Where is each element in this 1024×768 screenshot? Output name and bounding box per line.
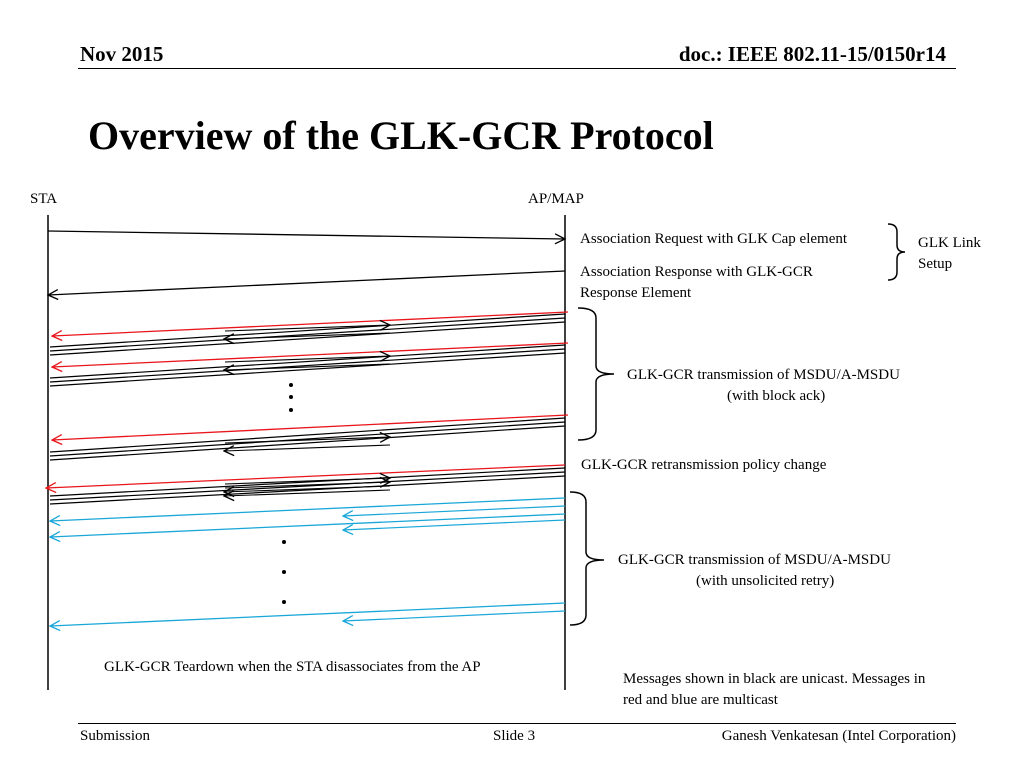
link-setup-label-line2: Setup — [918, 256, 953, 272]
header-date: Nov 2015 — [80, 42, 164, 66]
ellipsis-dots-2 — [282, 540, 286, 604]
link-setup-brace — [887, 223, 906, 281]
assoc-request-label: Association Request with GLK Cap element — [580, 231, 848, 247]
assoc-response-arrow — [48, 270, 566, 295]
block-ack-group-3 — [49, 414, 569, 461]
assoc-response-label-line2: Response Element — [580, 285, 692, 301]
block-ack-group-2 — [49, 342, 569, 387]
assoc-request-arrow — [47, 230, 565, 239]
block-ack-brace — [577, 307, 615, 441]
legend-note-line1: Messages shown in black are unicast. Mes… — [623, 671, 926, 687]
footer-submission: Submission — [80, 728, 151, 744]
block-ack-label-line1: GLK-GCR transmission of MSDU/A-MSDU — [627, 367, 900, 383]
header-doc-id: doc.: IEEE 802.11-15/0150r14 — [678, 42, 946, 66]
unsolicited-retry-group-2 — [50, 602, 566, 626]
sta-label: STA — [30, 191, 58, 207]
policy-change-group — [46, 464, 566, 505]
block-ack-group-1 — [49, 311, 569, 356]
unsolicited-retry-group-1 — [50, 497, 566, 537]
footer-slide-number: Slide 3 — [493, 728, 536, 744]
assoc-response-label-line1: Association Response with GLK-GCR — [580, 264, 813, 280]
unsolicited-label-line2: (with unsolicited retry) — [696, 573, 835, 589]
ap-map-label: AP/MAP — [528, 191, 584, 207]
footer-author: Ganesh Venkatesan (Intel Corporation) — [721, 728, 956, 744]
unsolicited-label-line1: GLK-GCR transmission of MSDU/A-MSDU — [618, 552, 891, 568]
unsolicited-retry-brace — [569, 491, 605, 626]
header-rule — [78, 68, 956, 69]
block-ack-label-line2: (with block ack) — [727, 388, 826, 404]
link-setup-label-line1: GLK Link — [918, 235, 981, 251]
legend-note-line2: red and blue are multicast — [623, 692, 778, 708]
ellipsis-dots-1 — [289, 383, 293, 412]
slide-title: Overview of the GLK-GCR Protocol — [88, 113, 714, 158]
teardown-label: GLK-GCR Teardown when the STA disassocia… — [104, 659, 481, 675]
policy-change-label: GLK-GCR retransmission policy change — [581, 457, 827, 473]
footer-rule — [78, 723, 956, 724]
